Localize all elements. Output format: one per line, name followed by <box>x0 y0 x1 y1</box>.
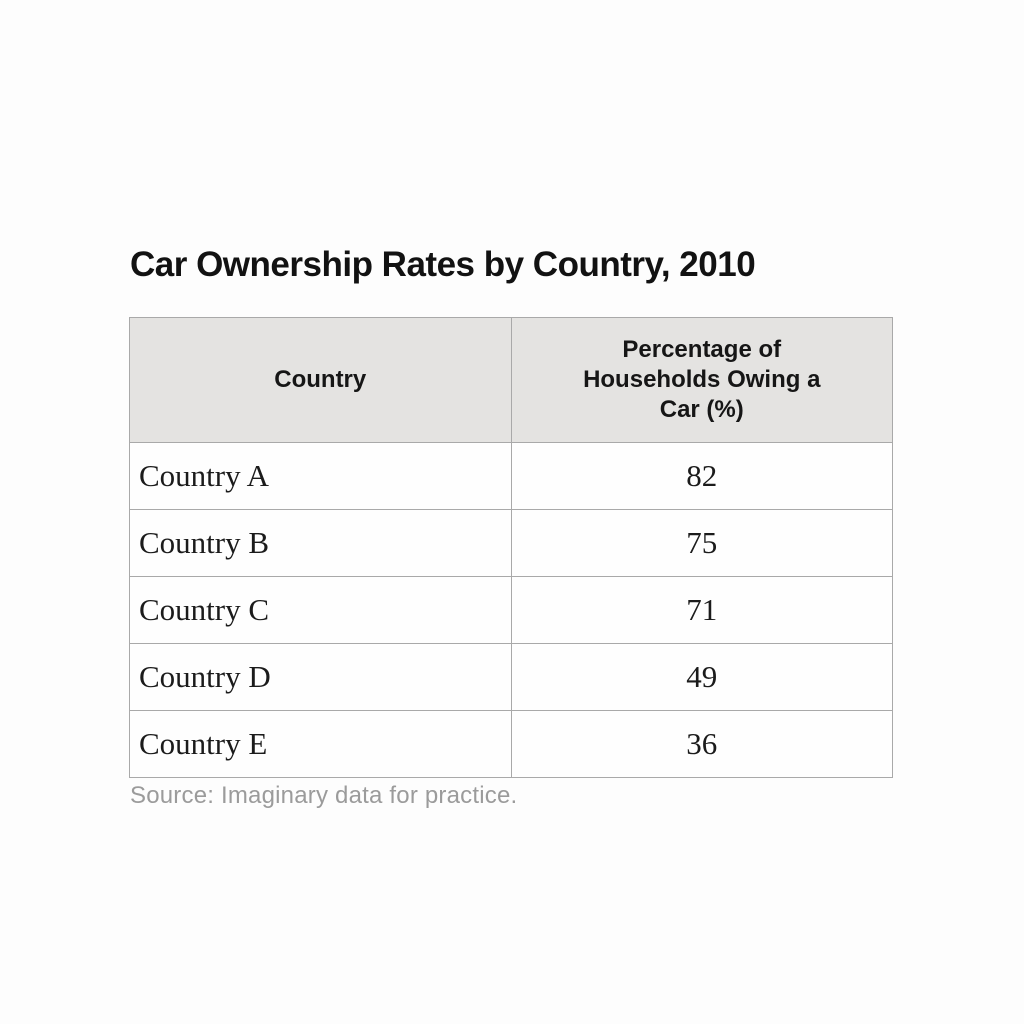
table-row: Country A 82 <box>129 442 893 510</box>
country-cell: Country C <box>129 576 512 644</box>
table-header-row: Country Percentage of Households Owing a… <box>129 317 893 443</box>
value-cell: 71 <box>510 576 893 644</box>
table-header: Country Percentage of Households Owing a… <box>129 317 893 443</box>
country-cell: Country B <box>129 509 512 577</box>
car-ownership-table: Country Percentage of Households Owing a… <box>129 317 893 778</box>
value-cell: 82 <box>510 442 893 510</box>
table-row: Country C 71 <box>129 576 893 644</box>
column-header-percentage: Percentage of Households Owing a Car (%) <box>510 317 893 443</box>
source-note: Source: Imaginary data for practice. <box>130 782 518 809</box>
table-row: Country B 75 <box>129 509 893 577</box>
value-cell: 75 <box>510 509 893 577</box>
value-cell: 36 <box>510 710 893 778</box>
column-header-country: Country <box>129 317 512 443</box>
country-cell: Country E <box>129 710 512 778</box>
table-body: Country A 82 Country B 75 Country C 71 C… <box>129 442 893 778</box>
country-cell: Country D <box>129 643 512 711</box>
page-title: Car Ownership Rates by Country, 2010 <box>130 245 756 285</box>
country-cell: Country A <box>129 442 512 510</box>
table-row: Country E 36 <box>129 710 893 778</box>
value-cell: 49 <box>510 643 893 711</box>
table-row: Country D 49 <box>129 643 893 711</box>
